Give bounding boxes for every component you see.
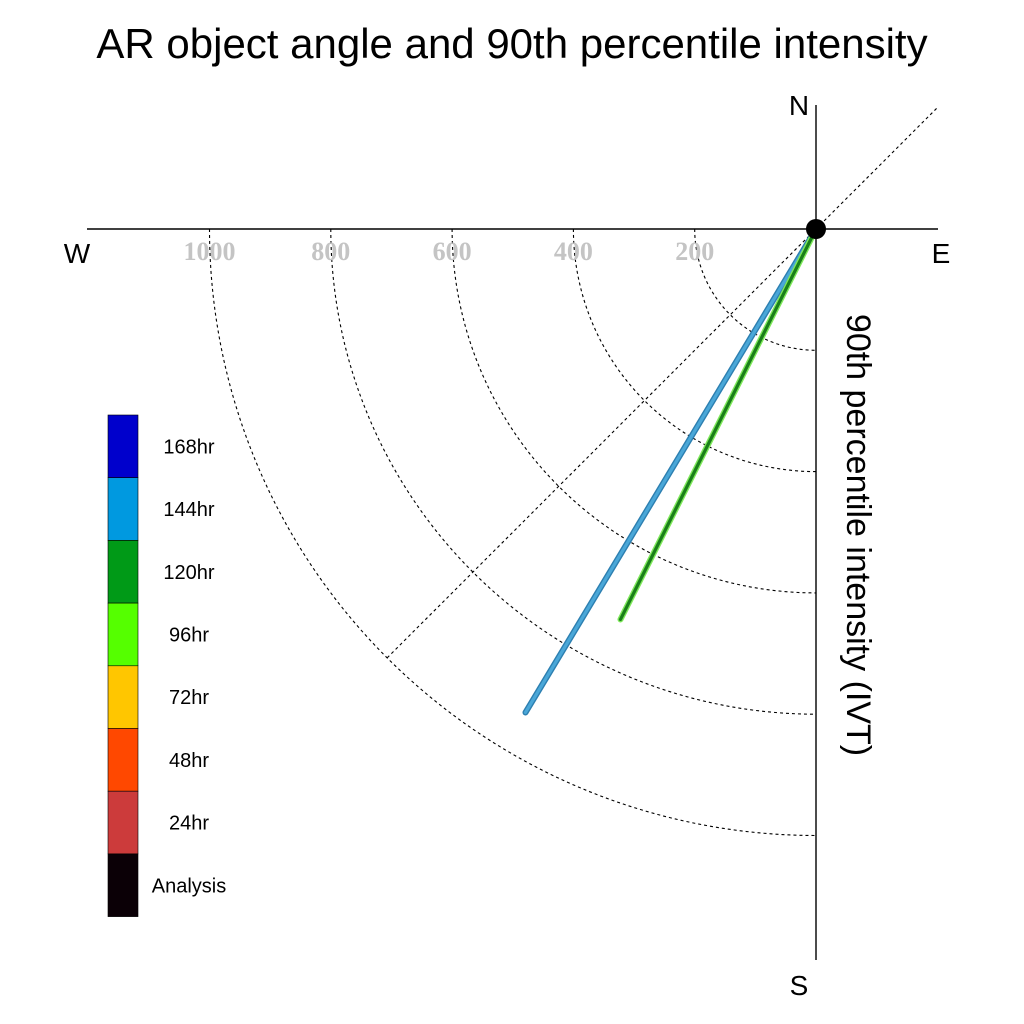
- series-line-144hr: [523, 227, 818, 715]
- grid-arc-400: [572, 228, 817, 473]
- west-label: W: [64, 238, 91, 269]
- radial-tick-600: 600: [433, 237, 472, 266]
- radial-tick-800: 800: [311, 237, 350, 266]
- radial-tick-labels: 200 400 600 800 1000: [184, 237, 715, 266]
- chart-title: AR object angle and 90th percentile inte…: [96, 20, 927, 67]
- radial-tick-400: 400: [554, 237, 593, 266]
- legend-swatch-0: [107, 414, 139, 479]
- north-label: N: [789, 90, 809, 121]
- legend-swatch-2: [107, 540, 139, 604]
- legend-swatch-5: [107, 728, 139, 792]
- legend-swatch-4: [107, 665, 139, 729]
- grid-arc-1000: [208, 228, 817, 837]
- legend-label-3: 96hr: [169, 624, 209, 646]
- grid-arc-600: [451, 228, 817, 594]
- east-label: E: [932, 238, 951, 269]
- origin-marker: [806, 219, 826, 239]
- polar-grid: [208, 106, 939, 837]
- legend-swatch-3: [107, 602, 139, 667]
- radial-tick-1000: 1000: [184, 237, 236, 266]
- series-lines: [522, 226, 819, 716]
- compass-axes: N S E W: [64, 90, 951, 1001]
- legend-swatch-1: [107, 477, 139, 541]
- radial-tick-200: 200: [675, 237, 714, 266]
- legend-label-0: 168hr: [163, 436, 214, 458]
- legend-label-1: 144hr: [163, 499, 214, 521]
- legend-swatch-7: [107, 853, 139, 917]
- series-line-120hr: [618, 227, 818, 622]
- legend-swatch-6: [107, 790, 139, 855]
- grid-arc-200: [694, 228, 817, 351]
- legend-label-6: 24hr: [169, 813, 209, 835]
- legend-label-4: 72hr: [169, 687, 209, 709]
- legend-label-2: 120hr: [163, 562, 214, 584]
- grid-arc-800: [330, 228, 817, 715]
- south-label: S: [790, 970, 809, 1001]
- legend-label-7: Analysis: [152, 875, 226, 897]
- y-axis-label: 90th percentile intensity (IVT): [839, 314, 877, 756]
- legend: 168hr 144hr 120hr 96hr 72hr 48hr 24hr Analysis: [107, 414, 226, 917]
- legend-label-5: 48hr: [169, 750, 209, 772]
- grid-diagonal: [386, 106, 939, 659]
